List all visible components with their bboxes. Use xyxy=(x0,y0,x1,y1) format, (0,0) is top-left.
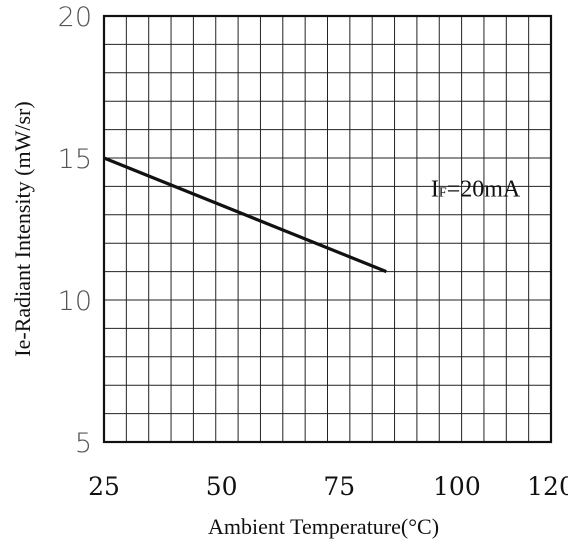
x-tick-label: 75 xyxy=(323,472,355,501)
annotation-rest: =20mA xyxy=(447,176,521,202)
y-tick-label: 15 xyxy=(58,144,92,175)
annotation-subscript: F xyxy=(439,185,447,200)
x-axis-label: Ambient Temperature(°C) xyxy=(208,514,439,539)
y-tick-label: 20 xyxy=(58,2,92,33)
series-line xyxy=(103,156,387,274)
series-group xyxy=(103,156,387,274)
condition-annotation: IF=20mA xyxy=(431,176,521,202)
x-tick-label: 25 xyxy=(88,472,120,501)
annotation-main: I xyxy=(431,176,439,202)
x-tick-label: 120 xyxy=(527,472,568,501)
y-axis-ticks: 5 10 15 20 xyxy=(58,2,92,459)
y-tick-label: 10 xyxy=(58,286,92,317)
y-tick-label: 5 xyxy=(75,428,92,459)
x-tick-label: 50 xyxy=(206,472,238,501)
y-axis-label: Ie-Radiant Intensity (mW/sr) xyxy=(10,101,35,356)
x-axis-ticks: 25 50 75 100 120 xyxy=(88,472,568,501)
x-tick-label: 100 xyxy=(433,472,481,501)
plot-frame xyxy=(102,14,553,444)
grid-lines xyxy=(104,16,551,442)
